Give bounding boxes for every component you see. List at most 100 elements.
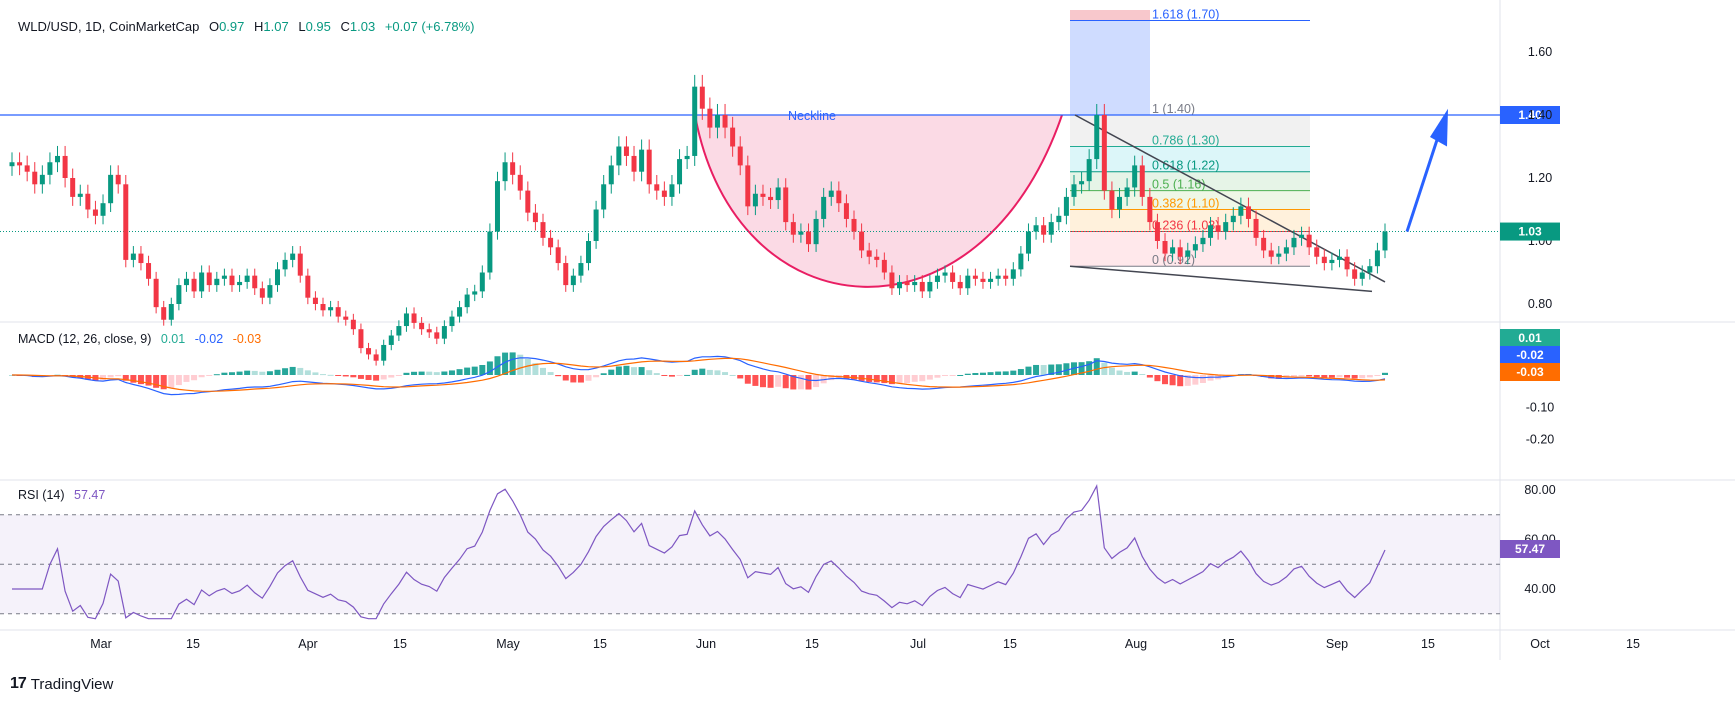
macd-histogram-bar xyxy=(1025,366,1032,375)
candle-body xyxy=(199,272,205,292)
candle-body xyxy=(449,316,455,327)
candle-body xyxy=(252,275,258,289)
macd-histogram-bar xyxy=(1002,371,1009,375)
macd-histogram-bar xyxy=(987,372,994,375)
macd-histogram-bar xyxy=(684,374,691,376)
x-tick-label: Aug xyxy=(1125,637,1147,651)
macd-histogram-bar xyxy=(100,375,107,381)
macd-histogram-bar xyxy=(327,374,334,376)
macd-histogram-bar xyxy=(964,373,971,375)
candle-body xyxy=(957,281,963,289)
candle-body xyxy=(1321,256,1327,264)
macd-histogram-bar xyxy=(805,375,812,390)
candle-body xyxy=(1048,222,1054,235)
x-tick-label: 15 xyxy=(1626,637,1640,651)
macd-histogram-bar xyxy=(266,371,273,375)
macd-histogram-bar xyxy=(608,369,615,375)
candle-body xyxy=(85,193,91,210)
macd-histogram-bar xyxy=(767,375,774,388)
macd-histogram-bar xyxy=(1184,375,1191,386)
macd-histogram-bar xyxy=(335,375,342,376)
macd-histogram-bar xyxy=(926,375,933,380)
tradingview-logo[interactable]: 17 TradingView xyxy=(10,675,113,693)
candle-body xyxy=(381,344,387,361)
candle-body xyxy=(1170,247,1176,254)
macd-histogram-bar xyxy=(1063,363,1070,375)
macd-histogram-bar xyxy=(676,375,683,376)
change-value: +0.07 (+6.78%) xyxy=(384,19,475,34)
macd-histogram-bar xyxy=(168,375,175,389)
candle-body xyxy=(593,209,599,241)
fib-zone-extension xyxy=(1070,20,1150,115)
fib-level-label: 1 (1.40) xyxy=(1152,102,1195,116)
candle-body xyxy=(1336,256,1342,260)
x-tick-label: Jul xyxy=(910,637,926,651)
candle-body xyxy=(130,253,136,260)
candle-body xyxy=(737,146,743,166)
low-label: L xyxy=(298,19,306,34)
macd-histogram-bar xyxy=(494,356,501,375)
candle-body xyxy=(1268,250,1274,257)
neckline-price-tag xyxy=(1500,106,1560,124)
candle-body xyxy=(24,165,30,172)
candle-body xyxy=(441,326,447,339)
macd-histogram-bar xyxy=(949,375,956,376)
candle-body xyxy=(623,146,629,156)
macd-histogram-bar xyxy=(759,375,766,388)
macd-histogram-bar xyxy=(547,372,554,375)
candle-body xyxy=(980,278,986,282)
rsi-tick-label: 40.00 xyxy=(1524,582,1555,596)
macd-histogram-bar xyxy=(213,374,220,376)
macd-histogram-bar xyxy=(919,375,926,382)
macd-histogram-bar xyxy=(1139,373,1146,375)
candle-body xyxy=(138,253,144,264)
macd-histogram-bar xyxy=(722,372,729,375)
candle-body xyxy=(328,307,334,311)
candle-body xyxy=(897,281,903,289)
macd-histogram-bar xyxy=(1366,375,1373,378)
wedge-upper-line xyxy=(1074,114,1386,283)
macd-histogram-bar xyxy=(1048,364,1055,375)
candle-body xyxy=(305,275,311,298)
high-value: 1.07 xyxy=(263,19,289,34)
macd-histogram-bar xyxy=(1290,375,1297,378)
open-value: 0.97 xyxy=(219,19,245,34)
candle-body xyxy=(798,231,804,235)
candle-body xyxy=(828,190,834,197)
candle-body xyxy=(684,155,690,160)
macd-histogram-bar xyxy=(706,369,713,375)
candle-body xyxy=(1094,115,1100,160)
macd-histogram-bar xyxy=(524,358,531,375)
candle-body xyxy=(934,275,940,282)
candle-body xyxy=(411,313,417,323)
price-tick-label: 1.20 xyxy=(1528,171,1552,185)
macd-histogram-bar xyxy=(153,375,160,388)
macd-histogram-bar xyxy=(1017,369,1024,375)
candle-body xyxy=(775,187,781,201)
candle-body xyxy=(115,174,121,185)
macd-histogram-bar xyxy=(426,371,433,375)
candle-body xyxy=(995,275,1001,279)
macd-value-tag-text: 0.01 xyxy=(1518,331,1542,345)
candle-body xyxy=(297,253,303,276)
macd-histogram-bar xyxy=(1086,361,1093,375)
x-tick-label: 15 xyxy=(1421,637,1435,651)
candle-body xyxy=(1215,225,1221,232)
macd-histogram-bar xyxy=(320,374,327,376)
macd-histogram-bar xyxy=(797,375,804,390)
macd-histogram-bar xyxy=(866,375,873,382)
candle-body xyxy=(206,272,212,286)
fib-level-label: 0.618 (1.22) xyxy=(1152,159,1219,173)
candle-body xyxy=(146,263,152,279)
macd-histogram-bar xyxy=(1268,375,1275,379)
macd-histogram-bar xyxy=(357,375,364,379)
macd-histogram-bar xyxy=(904,375,911,384)
macd-histogram-bar xyxy=(562,375,569,381)
candle-body xyxy=(1162,241,1168,254)
fib-level-label: 0.5 (1.16) xyxy=(1152,178,1206,192)
candle-body xyxy=(525,190,531,213)
macd-value-tag-text: -0.02 xyxy=(1516,348,1544,362)
macd-histogram-bar xyxy=(1093,358,1100,375)
x-tick-label: Mar xyxy=(90,637,112,651)
